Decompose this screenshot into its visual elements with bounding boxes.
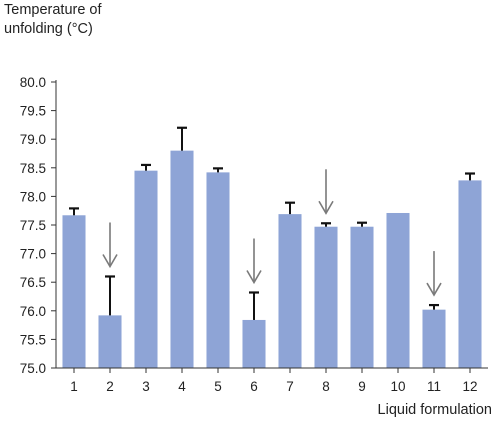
x-tick-label-5: 5 xyxy=(214,379,222,394)
y-tick-label-76.5: 76.5 xyxy=(20,275,46,290)
x-tick-label-2: 2 xyxy=(106,379,114,394)
y-tick-label-80.0: 80.0 xyxy=(20,75,46,90)
y-tick-label-76.0: 76.0 xyxy=(20,304,46,319)
bars-group xyxy=(62,150,482,368)
bar-7 xyxy=(278,214,302,368)
bar-1 xyxy=(62,215,86,368)
bar-11 xyxy=(422,309,446,368)
x-tick-label-10: 10 xyxy=(390,379,405,394)
x-tick-label-8: 8 xyxy=(322,379,330,394)
x-tick-label-1: 1 xyxy=(70,379,78,394)
y-axis-label-line1: Temperature of xyxy=(4,2,102,18)
x-tick-label-3: 3 xyxy=(142,379,150,394)
arrow-head-6 xyxy=(246,270,262,285)
x-tick-label-6: 6 xyxy=(250,379,258,394)
bar-5 xyxy=(206,172,230,368)
arrow-head-8 xyxy=(318,200,334,215)
arrow-head-2 xyxy=(102,254,118,269)
y-axis-label-line2: unfolding (°C) xyxy=(4,21,93,37)
y-tick-label-77.0: 77.0 xyxy=(20,247,46,262)
bar-6 xyxy=(242,319,266,368)
bar-8 xyxy=(314,226,338,368)
y-tick-label-78.0: 78.0 xyxy=(20,189,46,204)
bar-4 xyxy=(170,150,194,368)
bar-2 xyxy=(98,315,122,368)
y-tick-label-79.5: 79.5 xyxy=(20,104,46,119)
y-tick-label-75.0: 75.0 xyxy=(20,361,46,376)
y-tick-label-78.5: 78.5 xyxy=(20,161,46,176)
x-tick-label-12: 12 xyxy=(462,379,477,394)
arrows-group xyxy=(102,169,442,297)
bar-12 xyxy=(458,180,482,368)
y-tick-label-75.5: 75.5 xyxy=(20,332,46,347)
bar-9 xyxy=(350,226,374,368)
x-axis-label: Liquid formulation xyxy=(377,402,492,418)
x-tick-label-7: 7 xyxy=(286,379,294,394)
bar-10 xyxy=(386,212,410,368)
y-axis-label: Temperature of unfolding (°C) xyxy=(4,1,102,39)
y-ticks-group: 75.0 75.5 76.0 76.5 77.0 77.5 78.0 78.5 79.0 79.5… xyxy=(20,75,56,376)
x-tick-label-4: 4 xyxy=(178,379,186,394)
x-tick-label-9: 9 xyxy=(358,379,366,394)
y-tick-label-79.0: 79.0 xyxy=(20,132,46,147)
error-bars-group xyxy=(69,126,475,320)
axes-group xyxy=(55,80,488,369)
x-ticks-group: 1 2 3 4 5 6 7 8 9 10 11 12 xyxy=(70,368,478,394)
y-tick-label-77.5: 77.5 xyxy=(20,218,46,233)
arrow-head-11 xyxy=(426,282,442,297)
x-tick-label-11: 11 xyxy=(427,379,441,394)
bar-3 xyxy=(134,170,158,368)
